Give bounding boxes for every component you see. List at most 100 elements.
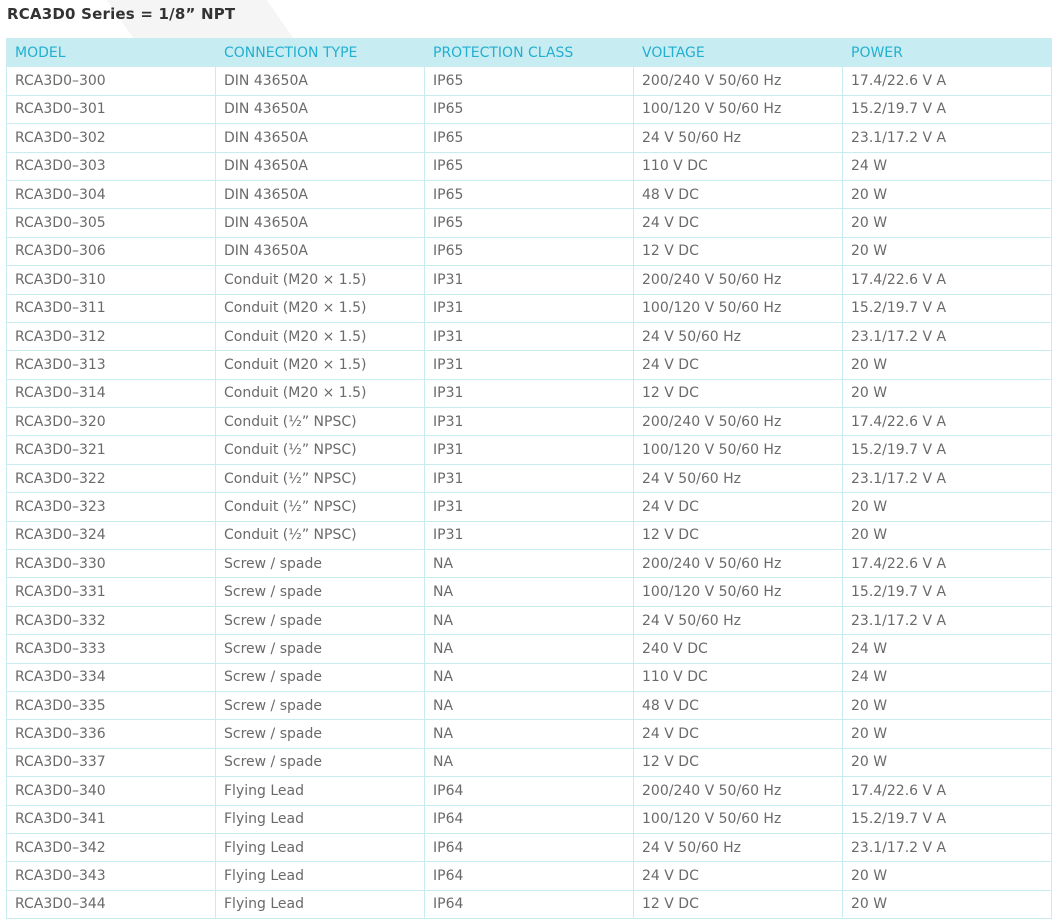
cell-model: RCA3D0–343 xyxy=(6,861,216,891)
cell-protection-class: IP64 xyxy=(424,861,634,891)
cell-model: RCA3D0–301 xyxy=(6,94,216,125)
cell-voltage: 24 V 50/60 Hz xyxy=(633,463,843,494)
cell-voltage: 24 V DC xyxy=(633,208,843,238)
cell-power: 15.2/19.7 V A xyxy=(842,577,1052,607)
cell-connection-type: Conduit (½” NPSC) xyxy=(215,435,425,465)
cell-voltage: 24 V 50/60 Hz xyxy=(633,321,843,352)
cell-model: RCA3D0–336 xyxy=(6,719,216,749)
cell-power: 20 W xyxy=(842,889,1052,920)
table-row: RCA3D0–335 Screw / spade NA 48 V DC 20 W xyxy=(6,690,1052,721)
page-title: RCA3D0 Series = 1/8” NPT xyxy=(7,5,236,23)
cell-protection-class: NA xyxy=(424,747,634,778)
cell-power: 15.2/19.7 V A xyxy=(842,293,1052,323)
cell-connection-type: Screw / spade xyxy=(215,719,425,749)
cell-protection-class: IP64 xyxy=(424,804,634,834)
cell-voltage: 110 V DC xyxy=(633,662,843,692)
cell-power: 17.4/22.6 V A xyxy=(842,776,1052,806)
cell-model: RCA3D0–302 xyxy=(6,123,216,153)
cell-connection-type: Conduit (½” NPSC) xyxy=(215,407,425,437)
cell-power: 17.4/22.6 V A xyxy=(842,407,1052,437)
cell-protection-class: IP65 xyxy=(424,66,634,96)
cell-connection-type: DIN 43650A xyxy=(215,66,425,96)
cell-model: RCA3D0–324 xyxy=(6,520,216,551)
table-row: RCA3D0–303 DIN 43650A IP65 110 V DC 24 W xyxy=(6,151,1052,181)
cell-connection-type: Conduit (M20 × 1.5) xyxy=(215,321,425,352)
cell-model: RCA3D0–311 xyxy=(6,293,216,323)
cell-voltage: 100/120 V 50/60 Hz xyxy=(633,577,843,607)
cell-protection-class: IP31 xyxy=(424,407,634,437)
cell-voltage: 12 V DC xyxy=(633,236,843,267)
cell-power: 17.4/22.6 V A xyxy=(842,549,1052,579)
cell-connection-type: Conduit (M20 × 1.5) xyxy=(215,378,425,409)
cell-model: RCA3D0–300 xyxy=(6,66,216,96)
cell-protection-class: IP64 xyxy=(424,832,634,863)
cell-connection-type: Conduit (M20 × 1.5) xyxy=(215,293,425,323)
column-header-power: POWER xyxy=(842,37,1052,68)
cell-connection-type: DIN 43650A xyxy=(215,208,425,238)
cell-voltage: 100/120 V 50/60 Hz xyxy=(633,435,843,465)
cell-voltage: 200/240 V 50/60 Hz xyxy=(633,776,843,806)
cell-connection-type: Conduit (½” NPSC) xyxy=(215,520,425,551)
table-row: RCA3D0–342 Flying Lead IP64 24 V 50/60 Hz 23… xyxy=(6,832,1052,863)
cell-protection-class: IP31 xyxy=(424,321,634,352)
cell-model: RCA3D0–330 xyxy=(6,549,216,579)
table-row: RCA3D0–312 Conduit (M20 × 1.5) IP31 24 V 50… xyxy=(6,321,1052,352)
table-row: RCA3D0–313 Conduit (M20 × 1.5) IP31 24 V DC… xyxy=(6,350,1052,380)
cell-power: 15.2/19.7 V A xyxy=(842,804,1052,834)
cell-voltage: 48 V DC xyxy=(633,690,843,721)
cell-model: RCA3D0–342 xyxy=(6,832,216,863)
cell-model: RCA3D0–332 xyxy=(6,605,216,636)
cell-protection-class: IP65 xyxy=(424,151,634,181)
cell-connection-type: Screw / spade xyxy=(215,662,425,692)
cell-connection-type: Flying Lead xyxy=(215,776,425,806)
cell-power: 20 W xyxy=(842,520,1052,551)
cell-protection-class: IP65 xyxy=(424,208,634,238)
cell-power: 20 W xyxy=(842,208,1052,238)
cell-power: 20 W xyxy=(842,378,1052,409)
cell-connection-type: Flying Lead xyxy=(215,889,425,920)
cell-voltage: 200/240 V 50/60 Hz xyxy=(633,66,843,96)
cell-connection-type: Screw / spade xyxy=(215,605,425,636)
cell-protection-class: IP65 xyxy=(424,236,634,267)
cell-voltage: 200/240 V 50/60 Hz xyxy=(633,407,843,437)
cell-model: RCA3D0–344 xyxy=(6,889,216,920)
table-row: RCA3D0–334 Screw / spade NA 110 V DC 24 W xyxy=(6,662,1052,692)
cell-model: RCA3D0–312 xyxy=(6,321,216,352)
cell-protection-class: NA xyxy=(424,549,634,579)
cell-model: RCA3D0–335 xyxy=(6,690,216,721)
cell-model: RCA3D0–306 xyxy=(6,236,216,267)
table-row: RCA3D0–330 Screw / spade NA 200/240 V 50/60… xyxy=(6,549,1052,579)
table-row: RCA3D0–336 Screw / spade NA 24 V DC 20 W xyxy=(6,719,1052,749)
cell-model: RCA3D0–337 xyxy=(6,747,216,778)
cell-voltage: 24 V DC xyxy=(633,861,843,891)
cell-protection-class: IP65 xyxy=(424,94,634,125)
column-header-model: MODEL xyxy=(6,37,216,68)
cell-power: 24 W xyxy=(842,662,1052,692)
cell-protection-class: IP64 xyxy=(424,776,634,806)
table-row: RCA3D0–333 Screw / spade NA 240 V DC 24 W xyxy=(6,634,1052,664)
cell-power: 20 W xyxy=(842,719,1052,749)
table-row: RCA3D0–311 Conduit (M20 × 1.5) IP31 100/120… xyxy=(6,293,1052,323)
cell-model: RCA3D0–313 xyxy=(6,350,216,380)
cell-connection-type: Flying Lead xyxy=(215,804,425,834)
table-row: RCA3D0–331 Screw / spade NA 100/120 V 50/60… xyxy=(6,577,1052,607)
cell-model: RCA3D0–341 xyxy=(6,804,216,834)
cell-voltage: 200/240 V 50/60 Hz xyxy=(633,265,843,295)
cell-power: 20 W xyxy=(842,861,1052,891)
cell-power: 23.1/17.2 V A xyxy=(842,463,1052,494)
cell-power: 24 W xyxy=(842,151,1052,181)
cell-voltage: 24 V 50/60 Hz xyxy=(633,832,843,863)
cell-voltage: 24 V DC xyxy=(633,350,843,380)
cell-protection-class: NA xyxy=(424,662,634,692)
cell-connection-type: DIN 43650A xyxy=(215,179,425,210)
cell-power: 20 W xyxy=(842,690,1052,721)
cell-connection-type: Conduit (½” NPSC) xyxy=(215,492,425,522)
table-row: RCA3D0–343 Flying Lead IP64 24 V DC 20 W xyxy=(6,861,1052,891)
table-row: RCA3D0–322 Conduit (½” NPSC) IP31 24 V 50/6… xyxy=(6,463,1052,494)
cell-connection-type: Flying Lead xyxy=(215,832,425,863)
cell-protection-class: IP31 xyxy=(424,293,634,323)
cell-protection-class: NA xyxy=(424,634,634,664)
cell-model: RCA3D0–310 xyxy=(6,265,216,295)
cell-connection-type: Conduit (M20 × 1.5) xyxy=(215,265,425,295)
cell-protection-class: IP31 xyxy=(424,378,634,409)
